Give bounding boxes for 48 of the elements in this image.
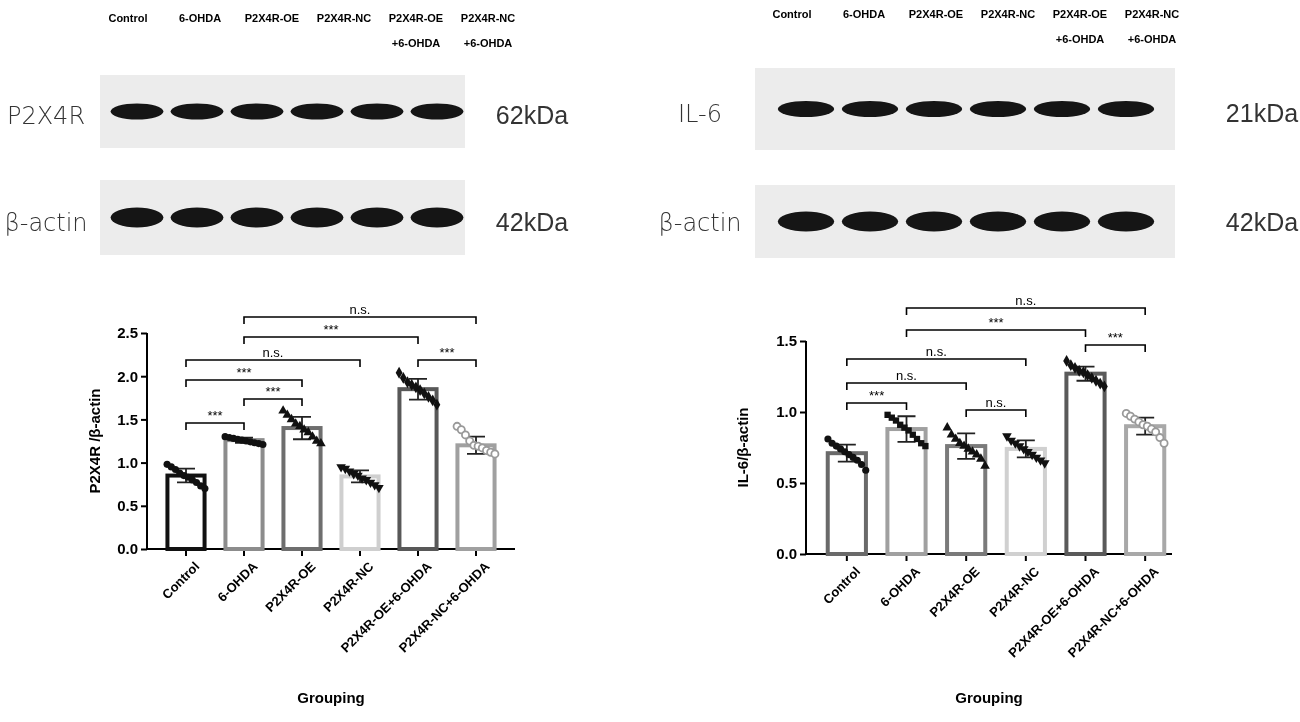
y-tick-label: 2.5 <box>117 324 138 342</box>
text: 42kDa <box>495 208 569 236</box>
text: IL-6 <box>678 100 722 128</box>
text: P2X4R-NC <box>980 8 1036 20</box>
annotation: *** <box>1107 330 1123 345</box>
annotation: n.s. <box>925 344 947 359</box>
annotation: *** <box>265 384 281 399</box>
text: P2X4R-OE <box>908 8 964 20</box>
y-axis-title: IL-6/β-actin <box>734 407 751 488</box>
text: P2X4R-OE <box>244 12 300 24</box>
text: 6-OHDA <box>178 12 222 24</box>
text: P2X4R-NC +6-OHDA <box>460 12 516 49</box>
y-tick-label: 1.0 <box>117 453 138 471</box>
y-tick-label: 0.0 <box>117 540 138 558</box>
annotation: *** <box>207 408 223 423</box>
x-axis-title: Grouping <box>955 689 1023 706</box>
x-axis-title: Grouping <box>297 689 365 706</box>
y-tick-label: 0.0 <box>776 545 797 563</box>
text: *** <box>988 315 1004 330</box>
text: n.s. <box>349 302 371 317</box>
text: β-actin <box>658 209 742 237</box>
y-tick-label: 1.5 <box>117 410 138 428</box>
annotation: n.s. <box>896 368 917 383</box>
annotation: n.s. <box>262 345 284 360</box>
y-tick-label: 0.5 <box>776 474 797 492</box>
annotation: *** <box>439 345 455 360</box>
text: n.s. <box>1015 293 1037 308</box>
text: 21kDa <box>1225 99 1299 127</box>
text: P2X4R-OE +6-OHDA <box>388 12 444 49</box>
text: P2X4R-NC <box>316 12 372 24</box>
text: P2X4R <box>6 102 86 130</box>
text: 62kDa <box>495 101 569 129</box>
text: 6-OHDA <box>842 8 886 20</box>
y-tick-label: 0.5 <box>117 497 138 515</box>
text: P2X4R-OE +6-OHDA <box>1052 8 1108 45</box>
text: P2X4R-NC +6-OHDA <box>1124 8 1180 45</box>
text: Control <box>772 8 812 20</box>
y-tick-label: 1.0 <box>776 403 797 421</box>
text: 42kDa <box>1225 208 1299 236</box>
annotation: *** <box>236 365 252 380</box>
annotation: *** <box>323 322 339 337</box>
text: Control <box>108 12 148 24</box>
y-axis-title: P2X4R /β-actin <box>86 388 103 494</box>
text: β-actin <box>4 209 88 237</box>
y-tick-label: 2.0 <box>117 367 138 385</box>
annotation: n.s. <box>985 395 1007 410</box>
y-tick-label: 1.5 <box>776 332 797 350</box>
annotation: *** <box>869 388 885 403</box>
